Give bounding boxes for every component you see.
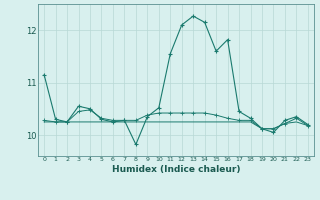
X-axis label: Humidex (Indice chaleur): Humidex (Indice chaleur): [112, 165, 240, 174]
